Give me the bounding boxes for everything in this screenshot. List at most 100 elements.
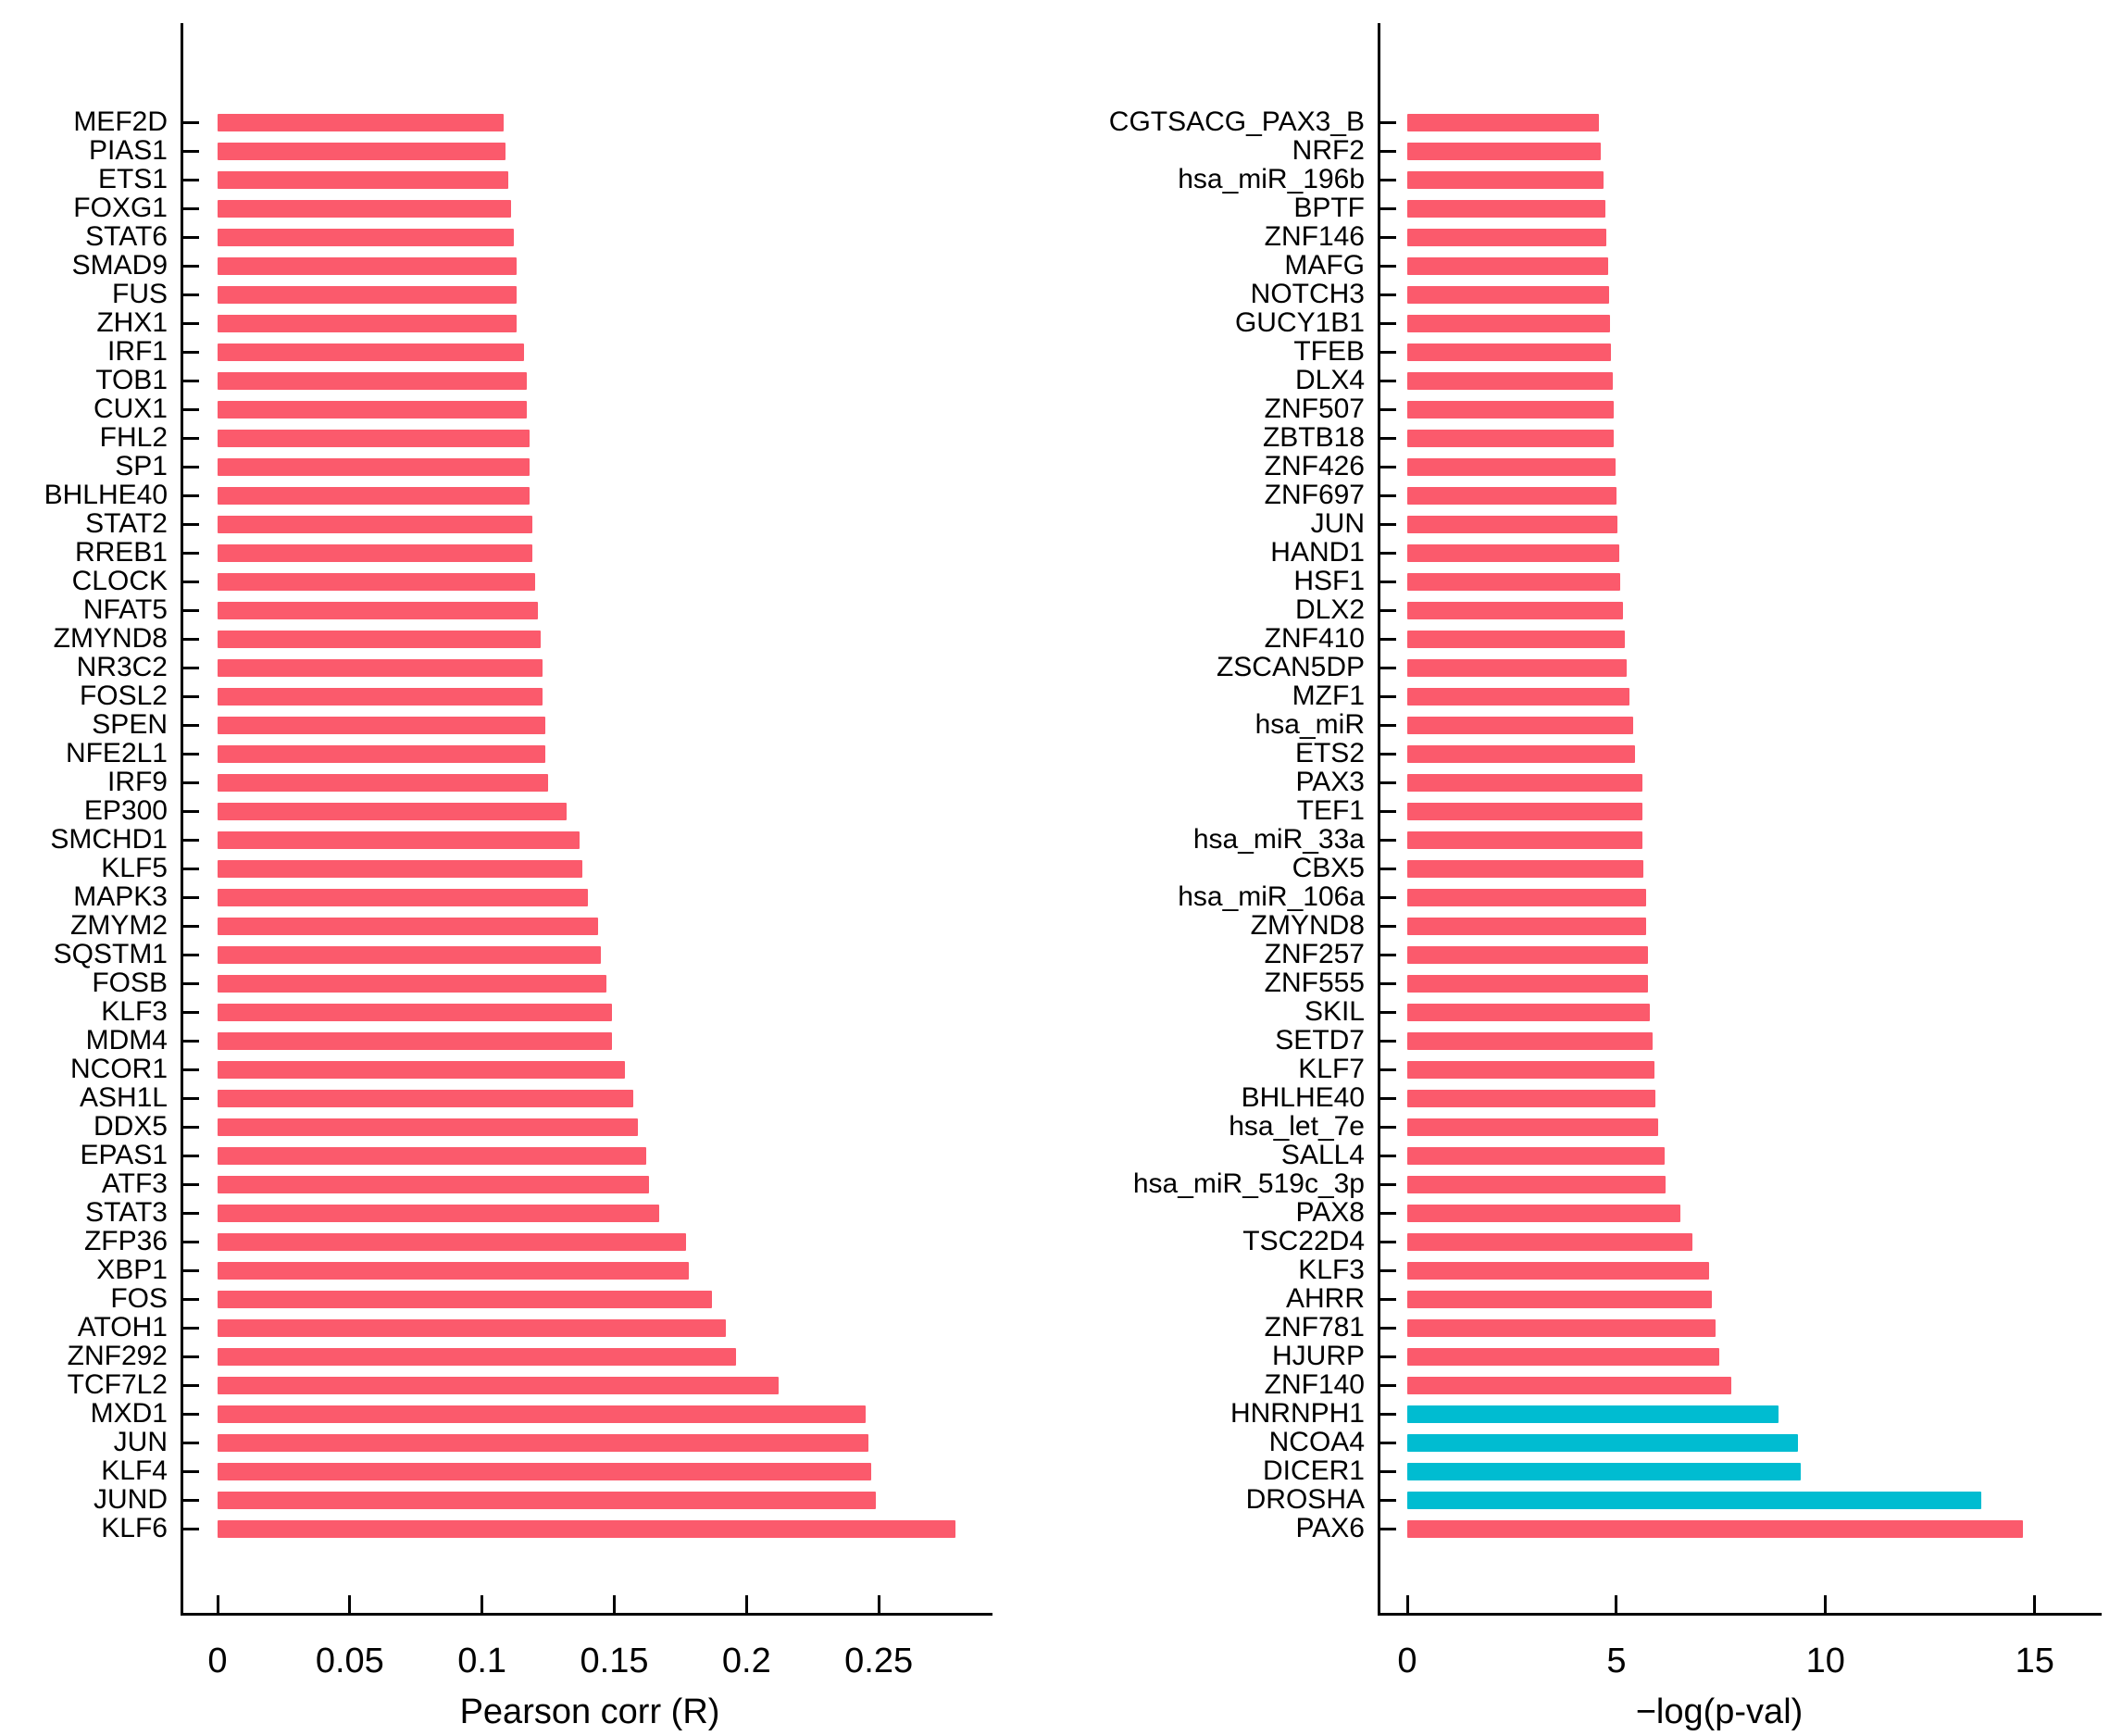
x-tick-mark	[348, 1595, 352, 1613]
y-tick-mark	[181, 1527, 199, 1530]
category-label: CUX1	[93, 393, 168, 424]
category-label: ZNF555	[1264, 968, 1365, 998]
y-tick-mark	[1378, 694, 1396, 698]
bar-AHRR	[1407, 1290, 1712, 1308]
category-label: RREB1	[74, 537, 168, 568]
y-tick-mark	[181, 206, 199, 210]
category-label: JUN	[1310, 508, 1365, 539]
category-label: BPTF	[1293, 193, 1365, 223]
category-label: AHRR	[1285, 1283, 1365, 1314]
x-tick-mark	[216, 1595, 219, 1613]
bar-hsa_miR_196b	[1407, 170, 1604, 189]
y-tick-mark	[1378, 551, 1396, 555]
bar-KLF3	[218, 1003, 612, 1021]
bar-hsa_miR_33a	[1407, 831, 1642, 849]
bar-PIAS1	[218, 142, 506, 160]
bar-NFE2L1	[218, 744, 546, 763]
y-tick-mark	[1378, 178, 1396, 181]
y-tick-mark	[181, 867, 199, 870]
y-tick-mark	[181, 1355, 199, 1358]
category-label: ATF3	[101, 1168, 168, 1199]
y-tick-mark	[1378, 1297, 1396, 1301]
bar-SP1	[218, 457, 530, 476]
y-tick-mark	[1378, 1326, 1396, 1330]
bar-ZNF292	[218, 1347, 736, 1366]
category-label: FOSL2	[79, 681, 168, 711]
category-label: ZMYND8	[1250, 910, 1365, 941]
y-tick-mark	[1378, 1412, 1396, 1416]
bar-CUX1	[218, 400, 528, 418]
category-label: TFEB	[1293, 336, 1365, 367]
bar-ATF3	[218, 1175, 649, 1193]
category-label: TOB1	[95, 365, 168, 395]
bar-JUN	[218, 1433, 868, 1452]
y-tick-mark	[1378, 465, 1396, 468]
bar-ETS2	[1407, 744, 1635, 763]
category-label: ZNF507	[1264, 393, 1365, 424]
y-tick-mark	[1378, 1154, 1396, 1157]
bar-TOB1	[218, 371, 528, 390]
x-tick-label: 5	[1606, 1642, 1627, 1680]
bar-NFAT5	[218, 601, 538, 619]
category-label: NFE2L1	[65, 738, 168, 768]
bar-ZFP36	[218, 1232, 686, 1251]
y-tick-mark	[181, 694, 199, 698]
y-tick-mark	[1378, 1125, 1396, 1129]
x-tick-label: 15	[2015, 1642, 2054, 1680]
bar-ZNF555	[1407, 974, 1649, 993]
y-tick-mark	[181, 1498, 199, 1502]
bar-EPAS1	[218, 1146, 646, 1165]
category-label: ZFP36	[83, 1226, 168, 1256]
bar-PAX8	[1407, 1204, 1680, 1222]
category-label: IRF9	[106, 767, 168, 797]
bar-JUN	[1407, 515, 1618, 533]
category-label: PIAS1	[88, 135, 168, 166]
category-label: STAT3	[85, 1197, 168, 1228]
category-label: NFAT5	[82, 594, 168, 625]
y-tick-mark	[181, 522, 199, 526]
y-tick-mark	[1378, 379, 1396, 382]
y-tick-mark	[181, 149, 199, 153]
category-label: hsa_let_7e	[1229, 1111, 1365, 1142]
x-tick-label: 0	[207, 1642, 228, 1680]
bar-ASH1L	[218, 1089, 633, 1107]
category-label: ETS1	[97, 164, 168, 194]
category-label: CLOCK	[71, 566, 168, 596]
category-label: SQSTM1	[53, 939, 168, 969]
y-axis-spine	[1378, 23, 1380, 1616]
category-label: ZSCAN5DP	[1216, 652, 1365, 682]
bar-ZNF410	[1407, 630, 1625, 648]
category-label: KLF4	[101, 1455, 168, 1486]
category-label: MXD1	[90, 1398, 168, 1429]
bar-DROSHA	[1407, 1491, 1982, 1509]
y-tick-mark	[1378, 752, 1396, 756]
category-label: KLF6	[101, 1513, 168, 1543]
x-tick-mark	[2033, 1595, 2037, 1613]
y-tick-mark	[181, 752, 199, 756]
category-label: BHLHE40	[44, 480, 168, 510]
category-label: MAFG	[1284, 250, 1365, 281]
bar-ZMYM2	[218, 917, 599, 935]
category-label: JUN	[113, 1427, 168, 1457]
x-axis-title-logpval: −log(p-val)	[1635, 1692, 1804, 1731]
y-tick-mark	[181, 436, 199, 440]
category-label: SP1	[115, 451, 168, 481]
category-label: SMAD9	[71, 250, 168, 281]
y-tick-mark	[181, 1268, 199, 1272]
y-tick-mark	[1378, 867, 1396, 870]
category-label: HAND1	[1270, 537, 1365, 568]
y-tick-mark	[181, 1125, 199, 1129]
category-label: JUND	[94, 1484, 168, 1515]
bar-HJURP	[1407, 1347, 1719, 1366]
y-tick-mark	[181, 1154, 199, 1157]
category-label: IRF1	[106, 336, 168, 367]
x-tick-mark	[744, 1595, 748, 1613]
bar-DDX5	[218, 1118, 639, 1136]
category-label: ZNF257	[1264, 939, 1365, 969]
bar-FOSL2	[218, 687, 543, 706]
y-tick-mark	[181, 1068, 199, 1071]
bar-SQSTM1	[218, 945, 602, 964]
y-tick-mark	[181, 551, 199, 555]
category-label: HJURP	[1271, 1341, 1365, 1371]
